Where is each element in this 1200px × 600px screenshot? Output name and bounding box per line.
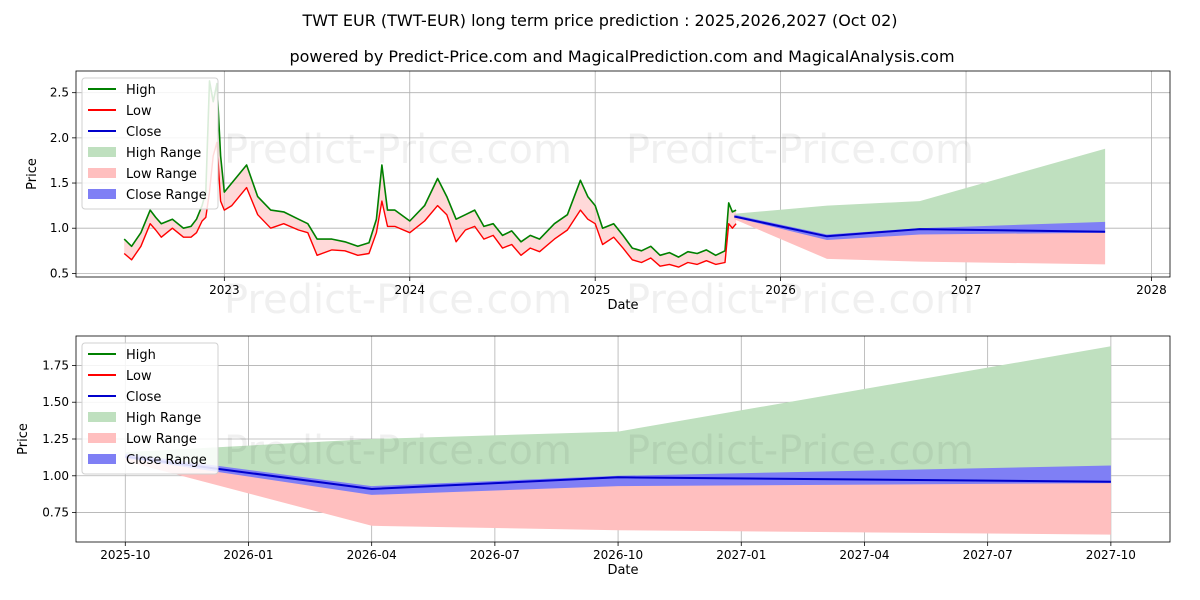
x-tick-label: 2025 xyxy=(580,283,611,297)
x-tick-label: 2026-04 xyxy=(347,548,397,562)
historical-range-band xyxy=(124,80,737,268)
legend-swatch-high-range xyxy=(88,412,116,422)
x-tick-label: 2027-01 xyxy=(716,548,766,562)
legend: High Low Close High Range Low Range Close Ran… xyxy=(81,342,219,475)
y-axis-label: Price xyxy=(16,423,31,455)
chart-title: TWT EUR (TWT-EUR) long term price predic… xyxy=(301,11,897,30)
legend-swatch-low-range xyxy=(88,168,116,178)
watermark-text: Predict-Price.com xyxy=(224,428,572,474)
low-range-band xyxy=(734,216,1106,265)
plot-area xyxy=(123,80,1106,268)
watermark-text: Predict-Price.com xyxy=(626,277,974,323)
legend-label-high: High xyxy=(126,83,156,98)
x-axis-label: Date xyxy=(607,298,638,313)
chart-panel-2: 2025-10 2026-01 2026-04 2026-07 2026-10 2027-… xyxy=(16,335,1171,578)
x-tick-label: 2025-10 xyxy=(100,548,150,562)
plot-frame xyxy=(75,70,1171,278)
y-tick-label: 0.75 xyxy=(42,506,69,520)
close-forecast-line xyxy=(734,215,1106,238)
x-tick-label: 2027-07 xyxy=(963,548,1013,562)
watermark-text: Predict-Price.com xyxy=(626,428,974,474)
y-tick-label: 0.5 xyxy=(50,266,69,280)
legend-label-high: High xyxy=(126,348,156,363)
legend-label-high-range: High Range xyxy=(126,146,201,161)
x-tick-label: 2023 xyxy=(209,283,240,297)
x-tick-label: 2028 xyxy=(1136,283,1167,297)
legend-swatch-close-range xyxy=(88,454,116,464)
legend-label-close-range: Close Range xyxy=(126,188,207,203)
watermark-text: Predict-Price.com xyxy=(224,277,572,323)
legend-label-high-range: High Range xyxy=(126,411,201,426)
legend-label-low-range: Low Range xyxy=(126,432,197,447)
watermark-text: Predict-Price.com xyxy=(224,127,572,173)
x-tick-label: 2026-10 xyxy=(593,548,643,562)
y-tick-label: 1.25 xyxy=(42,432,69,446)
close-range-band xyxy=(734,214,1106,240)
y-tick-label: 1.50 xyxy=(42,395,69,409)
chart-panel-1: 2023 2024 2025 2026 2027 2028 0.5 1.0 1.5 2.0 2.5 P… xyxy=(25,70,1171,323)
close-forecast-line xyxy=(125,455,1111,490)
legend-label-close: Close xyxy=(126,390,161,405)
legend-swatch-close-range xyxy=(88,189,116,199)
x-tick-label: 2027 xyxy=(951,283,982,297)
y-tick-label: 1.75 xyxy=(42,358,69,372)
x-tick-label: 2024 xyxy=(394,283,425,297)
high-range-band xyxy=(125,346,1111,489)
legend-swatch-low-range xyxy=(88,433,116,443)
x-tick-label: 2027-10 xyxy=(1086,548,1136,562)
x-tick-label: 2026-07 xyxy=(470,548,520,562)
legend-label-low-range: Low Range xyxy=(126,167,197,182)
legend-label-close-range: Close Range xyxy=(126,453,207,468)
legend-label-low: Low xyxy=(126,104,152,119)
y-tick-label: 1.0 xyxy=(50,221,69,235)
plot-frame xyxy=(75,335,1171,543)
close-range-band xyxy=(125,453,1111,495)
legend-label-close: Close xyxy=(126,125,161,140)
y-tick-label: 2.5 xyxy=(50,86,69,100)
x-axis-label: Date xyxy=(607,563,638,578)
chart-subtitle: powered by Predict-Price.com and Magical… xyxy=(289,47,954,66)
y-axis-label: Price xyxy=(25,158,40,190)
y-tick-label: 1.00 xyxy=(42,469,69,483)
x-tick-label: 2026-01 xyxy=(223,548,273,562)
legend-label-low: Low xyxy=(126,369,152,384)
x-tick-label: 2027-04 xyxy=(839,548,889,562)
plot-area xyxy=(125,346,1111,535)
legend: High Low Close High Range Low Range Close Ran… xyxy=(81,77,219,210)
y-tick-label: 2.0 xyxy=(50,131,69,145)
x-tick-label: 2026 xyxy=(765,283,796,297)
low-range-band xyxy=(125,456,1111,535)
watermark-text: Predict-Price.com xyxy=(626,127,974,173)
high-range-band xyxy=(734,148,1106,237)
y-tick-label: 1.5 xyxy=(50,176,69,190)
legend-swatch-high-range xyxy=(88,147,116,157)
